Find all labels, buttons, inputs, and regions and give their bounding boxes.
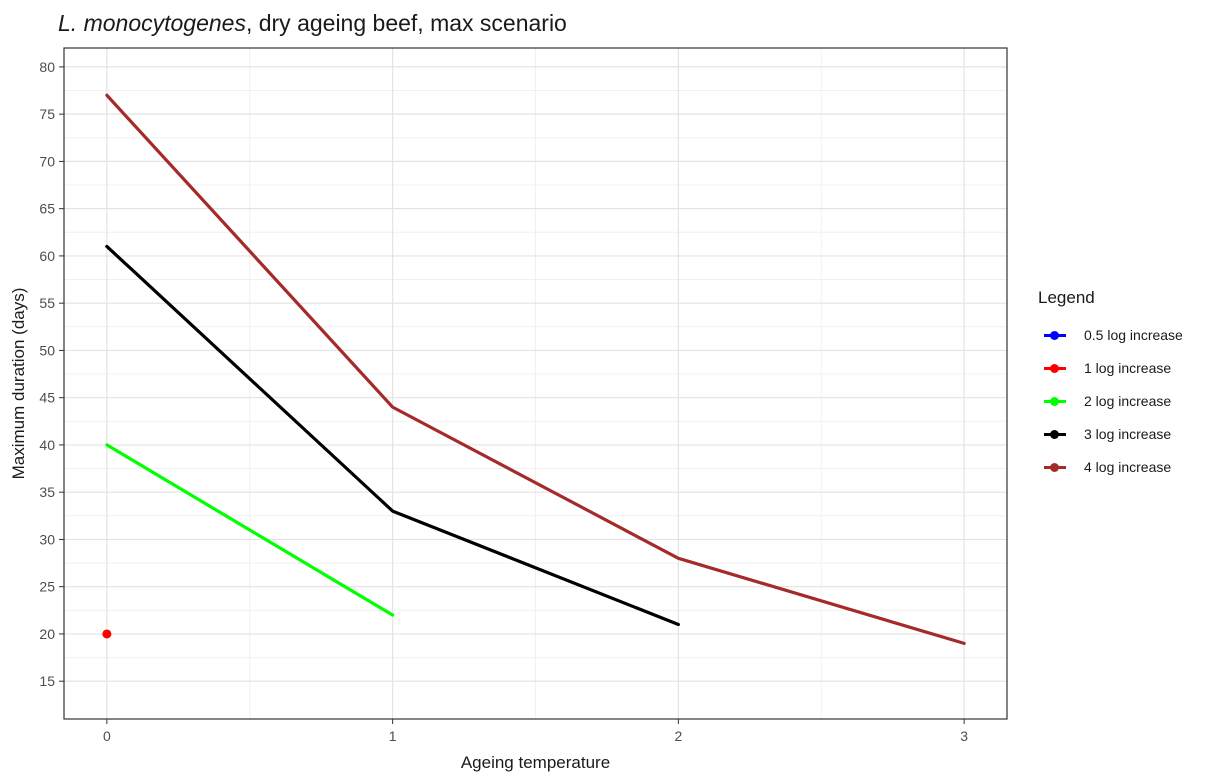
legend-key-4-log-increase <box>1038 457 1072 477</box>
legend-item-4-log-increase: 4 log increase <box>1038 450 1183 483</box>
legend-key-point <box>1050 462 1059 472</box>
chart-title-species: L. monocytogenes <box>58 10 246 36</box>
y-tick-label: 55 <box>39 295 55 311</box>
legend-item-3-log-increase: 3 log increase <box>1038 417 1183 450</box>
x-tick-label: 3 <box>960 728 968 744</box>
y-tick-label: 50 <box>39 342 55 358</box>
series-line-4-log-increase <box>105 93 966 645</box>
y-tick-label: 70 <box>39 153 55 169</box>
chart-title-rest: , dry ageing beef, max scenario <box>245 10 567 36</box>
y-tick-label: 25 <box>39 579 55 595</box>
legend-key-point <box>1050 330 1059 340</box>
y-tick-label: 35 <box>39 484 55 500</box>
legend-key-0-5-log-increase <box>1038 325 1072 345</box>
y-tick-label: 80 <box>39 59 55 75</box>
plot-panel-border <box>63 47 1008 720</box>
y-tick-label: 60 <box>39 248 55 264</box>
legend-item-0-5-log-increase: 0.5 log increase <box>1038 318 1183 351</box>
legend-items: 0.5 log increase 1 log increase 2 log incr… <box>1038 318 1183 483</box>
y-tick-label: 20 <box>39 626 55 642</box>
chart-title: L. monocytogenes, dry ageing beef, max s… <box>58 10 567 37</box>
legend-label: 3 log increase <box>1084 425 1172 442</box>
legend-key-1-log-increase <box>1038 358 1072 378</box>
y-tick-label: 45 <box>39 390 55 406</box>
x-tick-label: 1 <box>389 728 397 744</box>
legend-label: 2 log increase <box>1084 392 1172 409</box>
y-tick-label: 75 <box>39 106 55 122</box>
series-point-1-log-increase <box>102 629 112 639</box>
y-tick-label: 15 <box>39 673 55 689</box>
legend-item-1-log-increase: 1 log increase <box>1038 351 1183 384</box>
legend-label: 1 log increase <box>1084 359 1172 376</box>
grid-lines <box>64 48 1007 719</box>
legend-key-2-log-increase <box>1038 391 1072 411</box>
legend-key-point <box>1050 396 1059 406</box>
legend-key-point <box>1050 363 1059 373</box>
legend-key-3-log-increase <box>1038 424 1072 444</box>
series-line-3-log-increase <box>105 244 680 627</box>
series-line-2-log-increase <box>105 443 395 617</box>
legend-label: 0.5 log increase <box>1084 326 1183 343</box>
series-lines <box>102 93 966 645</box>
legend-item-2-log-increase: 2 log increase <box>1038 384 1183 417</box>
x-tick-label: 2 <box>674 728 682 744</box>
legend-label: 4 log increase <box>1084 458 1172 475</box>
legend-key-point <box>1050 429 1059 439</box>
y-tick-label: 40 <box>39 437 55 453</box>
legend-title: Legend <box>1038 288 1095 307</box>
x-axis-label: Ageing temperature <box>461 753 610 772</box>
x-tick-label: 0 <box>103 728 111 744</box>
y-tick-label: 65 <box>39 201 55 217</box>
y-axis-label: Maximum duration (days) <box>9 288 28 480</box>
y-tick-label: 30 <box>39 531 55 547</box>
axis-ticks: 15 20 25 30 35 40 45 50 55 60 65 70 75 80 0 1 2 3 <box>39 59 968 744</box>
legend: Legend 0.5 log increase 1 log increase 2 l… <box>1038 288 1183 483</box>
